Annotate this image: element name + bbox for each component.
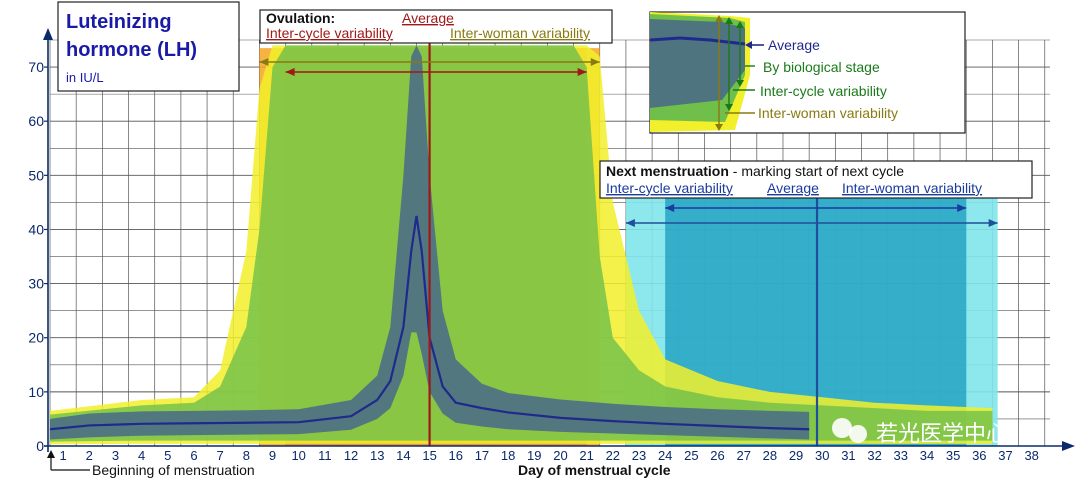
y-tick-label: 30 [28,276,44,292]
x-tick-label: 18 [501,448,515,463]
legend-swatch [650,12,750,132]
y-ticks: 0 10 20 30 40 50 60 70 [28,59,48,454]
x-tick-label: 31 [841,448,855,463]
x-tick-label: 3 [112,448,119,463]
x-tick-label: 12 [344,448,358,463]
x-tick-label: 29 [789,448,803,463]
x-tick-label: 2 [86,448,93,463]
x-tick-label: 9 [269,448,276,463]
ovulation-inter-woman-label: Inter-woman variability [450,25,590,41]
ovulation-average-label: Average [402,10,454,26]
average-line [50,215,810,431]
chart-title-line1: Luteinizing [66,11,172,33]
x-tick-label: 23 [632,448,646,463]
wechat-logo-icon [832,418,852,438]
bands [50,40,998,446]
x-tick-label: 10 [291,448,305,463]
legend-biological: By biological stage [763,59,880,75]
ovulation-annotation: Ovulation: Average Inter-cycle variabili… [259,9,613,76]
chart-title-line2: hormone (LH) [66,39,197,61]
x-tick-label: 38 [1024,448,1038,463]
x-tick-label: 30 [815,448,829,463]
next-menstruation-inter-woman-label: Inter-woman variability [842,180,982,196]
chart-unit: in IU/L [66,70,104,85]
x-tick-label: 33 [894,448,908,463]
arrow-left-icon [665,204,675,212]
x-tick-label: 19 [527,448,541,463]
y-tick-label: 0 [36,438,44,454]
arrow-right-icon [988,219,998,227]
x-tick-label: 4 [138,448,145,463]
arrow-right-icon [577,68,587,76]
watermark: 若光医学中心 [832,418,1008,447]
x-tick-label: 37 [998,448,1012,463]
ovulation-inter-cycle-label: Inter-cycle variability [266,25,393,41]
arrow-right-icon [590,58,600,66]
x-tick-label: 35 [946,448,960,463]
x-tick-label: 28 [763,448,777,463]
y-tick-label: 10 [28,384,44,400]
arrow-left-icon [259,58,269,66]
x-tick-label: 13 [370,448,384,463]
next-menstruation-annotation: Next menstruation - marking start of nex… [599,160,1033,227]
y-tick-label: 40 [28,221,44,237]
x-axis-arrow-icon [1062,441,1075,451]
y-tick-label: 60 [28,113,44,129]
y-tick-label: 20 [28,330,44,346]
y-axis-arrow-icon [43,28,53,40]
x-tick-label: 11 [318,448,332,463]
x-tick-label: 25 [684,448,698,463]
x-tick-label: 20 [553,448,567,463]
x-tick-label: 17 [475,448,489,463]
x-tick-label: 8 [243,448,250,463]
x-tick-label: 34 [920,448,934,463]
x-tick-label: 5 [164,448,171,463]
arrow-left-icon [285,68,295,76]
arrow-left-icon [625,219,635,227]
x-tick-label: 14 [396,448,410,463]
arrow-right-icon [957,204,967,212]
x-ticks: 1 2 3 4 5 6 7 8 9 10 11 12 13 14 15 16 17 18 19 20 21 22 23 24 2… [59,448,1038,463]
inter-cycle-variability-area [50,45,993,442]
y-tick-label: 50 [28,167,44,183]
menstruation-start-marker: Beginning of menstruation [47,450,255,478]
legend-average: Average [768,37,820,53]
legend-inter-woman: Inter-woman variability [758,105,898,121]
x-tick-label: 6 [190,448,197,463]
x-tick-label: 27 [736,448,750,463]
y-tick-label: 70 [28,59,44,75]
up-arrow-icon [47,450,55,458]
x-tick-label: 22 [606,448,620,463]
title-box: Luteinizing hormone (LH) in IU/L [57,1,240,92]
x-tick-label: 24 [658,448,672,463]
x-tick-label: 32 [867,448,881,463]
axes [43,28,1075,452]
x-tick-label: 21 [579,448,593,463]
legend: Average By biological stage Inter-cycle … [649,11,966,134]
legend-inter-cycle: Inter-cycle variability [760,83,887,99]
x-tick-label: 16 [449,448,463,463]
x-tick-label: 36 [972,448,986,463]
next-menstruation-inter-cycle-label: Inter-cycle variability [606,180,733,196]
next-menstruation-label: Next menstruation - marking start of nex… [606,163,904,179]
x-tick-label: 7 [217,448,224,463]
next-menstruation-average-label: Average [767,180,819,196]
ovulation-label: Ovulation: [266,10,335,26]
watermark-text: 若光医学中心 [876,422,1008,447]
x-tick-label: 26 [710,448,724,463]
x-axis-label: Day of menstrual cycle [518,462,671,478]
x-tick-label: 1 [59,448,66,463]
menstruation-start-label: Beginning of menstruation [92,462,255,478]
x-tick-label: 15 [422,448,436,463]
